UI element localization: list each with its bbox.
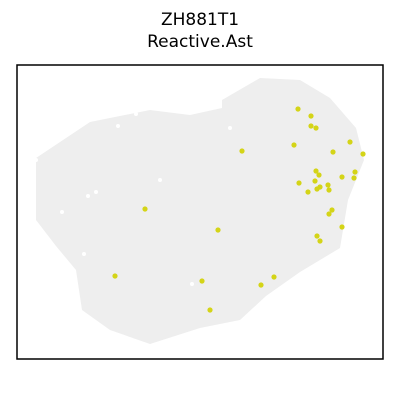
highlighted-spot-9 (316, 172, 322, 178)
highlighted-spot-27 (215, 227, 221, 233)
highlighted-spot-31 (258, 282, 264, 288)
tissue-gap (134, 112, 138, 116)
highlighted-spot-32 (207, 307, 213, 313)
highlighted-spot-2 (308, 123, 314, 129)
tissue-gap (190, 282, 194, 286)
highlighted-spot-5 (239, 148, 245, 154)
tissue-gap (158, 178, 162, 182)
highlighted-spot-23 (339, 224, 345, 230)
highlighted-spot-24 (314, 233, 320, 239)
highlighted-spot-21 (329, 207, 335, 213)
highlighted-spot-26 (142, 206, 148, 212)
highlighted-spot-20 (352, 169, 358, 175)
highlighted-spot-25 (317, 238, 323, 244)
chart-title: ZH881T1 (160, 10, 240, 30)
tissue-gap (86, 194, 90, 198)
highlighted-spot-8 (360, 151, 366, 157)
plot-frame (16, 64, 384, 360)
highlighted-spot-6 (330, 149, 336, 155)
highlighted-spot-7 (347, 139, 353, 145)
tissue-gap (116, 124, 120, 128)
highlighted-spots (112, 106, 366, 313)
highlighted-spot-4 (291, 142, 297, 148)
tissue-gap (82, 252, 86, 256)
highlighted-spot-13 (317, 184, 323, 190)
highlighted-spot-0 (295, 106, 301, 112)
highlighted-spot-29 (199, 278, 205, 284)
tissue-gap (94, 190, 98, 194)
highlighted-spot-1 (308, 113, 314, 119)
highlighted-spot-10 (313, 168, 319, 174)
highlighted-spot-28 (112, 273, 118, 279)
highlighted-spot-17 (296, 180, 302, 186)
tissue-gap (60, 210, 64, 214)
highlighted-spot-11 (312, 178, 318, 184)
tissue-region (34, 78, 364, 344)
highlighted-spot-14 (305, 189, 311, 195)
highlighted-spot-15 (325, 182, 331, 188)
highlighted-spot-30 (271, 274, 277, 280)
highlighted-spot-16 (326, 187, 332, 193)
highlighted-spot-19 (351, 175, 357, 181)
tissue-gap (34, 158, 38, 162)
tissue-gap (228, 126, 232, 130)
tissue-spots-background (36, 78, 364, 344)
chart-subtitle: Reactive.Ast (147, 32, 253, 52)
highlighted-spot-22 (326, 211, 332, 217)
highlighted-spot-3 (313, 125, 319, 131)
highlighted-spot-18 (339, 174, 345, 180)
